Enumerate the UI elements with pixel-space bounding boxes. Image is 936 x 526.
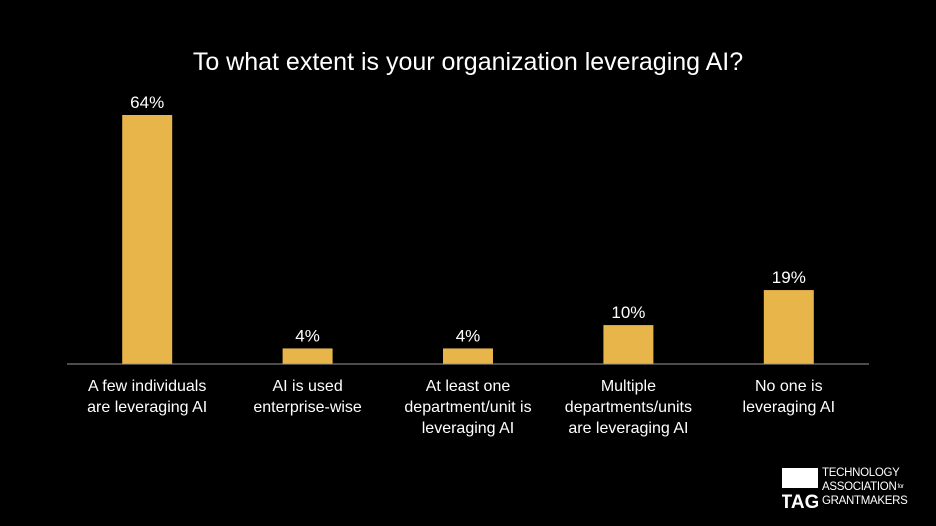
category-label-2: AI is used enterprise-wise	[253, 378, 362, 416]
category-label-2-line-1: AI is used	[272, 378, 342, 395]
category-label-3: At least one department/unit is leveraging…	[404, 378, 531, 437]
category-label-5: No one is leveraging AI	[743, 378, 836, 416]
tag-logo: TAG TECHNOLOGY ASSOCIATIONfor GRANTMAKER…	[782, 466, 922, 514]
category-label-3-line-1: At least one	[426, 378, 511, 395]
tag-logo-mark: TAG	[782, 468, 818, 512]
tag-logo-text: TECHNOLOGY ASSOCIATIONfor GRANTMAKERS	[822, 466, 908, 508]
logo-line-technology: TECHNOLOGY	[822, 467, 900, 479]
category-label-4-line-2: departments/units	[565, 399, 692, 416]
category-label-4-line-3: are leveraging AI	[568, 420, 688, 437]
value-label-3: 4%	[456, 326, 481, 345]
category-label-1-line-1: A few individuals	[88, 378, 206, 395]
category-label-2-line-2: enterprise-wise	[253, 399, 362, 416]
tag-logo-letters: TAG	[782, 492, 818, 512]
category-label-4-line-1: Multiple	[601, 378, 656, 395]
category-label-1-line-2: are leveraging AI	[87, 399, 207, 416]
category-label-1: A few individuals are leveraging AI	[87, 378, 207, 416]
category-label-4: Multiple departments/units are leveraging …	[565, 378, 692, 437]
category-label-3-line-2: department/unit is	[404, 399, 531, 416]
value-labels-group: 64% 4% 4% 10% 19%	[130, 93, 806, 345]
value-label-1: 64%	[130, 93, 164, 112]
bar-2	[282, 348, 333, 364]
category-label-5-line-2: leveraging AI	[743, 399, 836, 416]
value-label-4: 10%	[611, 303, 645, 322]
value-label-2: 4%	[295, 326, 320, 345]
category-labels-group: A few individuals are leveraging AI AI is …	[87, 378, 835, 437]
bar-3	[443, 348, 493, 364]
category-label-5-line-1: No one is	[755, 378, 823, 395]
bar-5	[763, 290, 814, 364]
logo-for: for	[897, 484, 904, 490]
bars-group	[122, 115, 814, 364]
bar-4	[603, 325, 654, 364]
logo-line-grantmakers: GRANTMAKERS	[822, 495, 908, 508]
bar-1	[122, 115, 173, 364]
value-label-5: 19%	[772, 268, 806, 287]
logo-line-association: ASSOCIATIONfor	[822, 481, 904, 494]
chart-title: To what extent is your organization leve…	[193, 48, 743, 76]
category-label-3-line-3: leveraging AI	[422, 420, 515, 437]
